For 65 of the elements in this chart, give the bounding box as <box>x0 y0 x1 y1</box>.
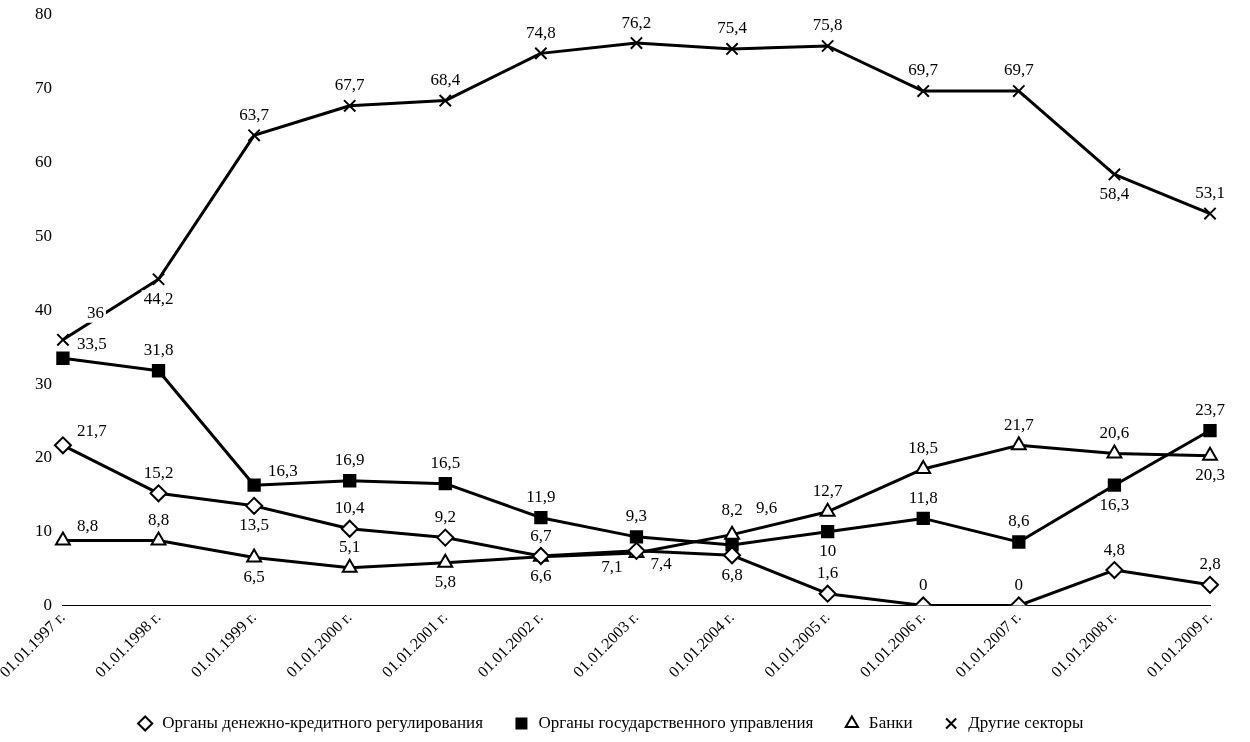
data-label: 53,1 <box>1195 183 1225 203</box>
data-label: 20,6 <box>1099 422 1130 442</box>
y-tick-label: 0 <box>43 594 52 614</box>
y-tick-label: 10 <box>34 521 52 541</box>
y-tick-label: 70 <box>34 78 52 98</box>
data-label: 5,8 <box>434 572 456 592</box>
data-label: 75,8 <box>812 15 843 35</box>
y-tick-label: 50 <box>34 225 52 245</box>
y-tick-label: 60 <box>34 152 52 172</box>
data-label: 69,7 <box>1003 60 1035 80</box>
data-label: 68,4 <box>430 70 461 90</box>
data-label: 23,7 <box>1195 400 1226 420</box>
data-label: 6,6 <box>530 566 552 586</box>
data-label: 69,7 <box>908 60 939 80</box>
data-label: 13,5 <box>239 515 269 535</box>
data-label: 16,9 <box>334 450 365 470</box>
y-tick-label: 20 <box>34 447 52 467</box>
y-tick-label: 30 <box>34 373 52 393</box>
data-label: 16,3 <box>268 460 298 480</box>
data-label: 8,6 <box>1008 511 1030 531</box>
data-label: 5,1 <box>339 537 361 557</box>
data-label: 9,3 <box>625 506 648 526</box>
data-label: 7,1 <box>601 556 623 576</box>
data-label: 16,3 <box>1099 494 1130 514</box>
data-label: 16,5 <box>430 453 461 473</box>
data-label: 8,8 <box>76 516 99 536</box>
data-label: 76,2 <box>621 12 652 32</box>
data-label: 8,2 <box>721 500 743 520</box>
data-label: 0 <box>918 574 928 594</box>
data-label: 8,8 <box>147 510 170 530</box>
data-label: 10,4 <box>334 498 366 518</box>
data-label: 2,8 <box>1199 554 1221 574</box>
data-label: 15,2 <box>143 462 174 482</box>
data-label: 74,8 <box>526 22 556 42</box>
data-label: 44,2 <box>143 288 174 308</box>
data-label: 33,5 <box>76 333 107 353</box>
data-label: 10 <box>819 541 837 561</box>
data-label: 9,2 <box>434 507 456 527</box>
data-label: 21,7 <box>1003 414 1035 434</box>
data-label: 18,5 <box>908 438 939 458</box>
data-label: 6,7 <box>530 525 552 545</box>
legend-label: Другие секторы <box>968 712 1084 732</box>
data-label: 6,8 <box>721 564 743 584</box>
legend-label: Органы денежно-кредитного регулирования <box>162 712 484 732</box>
legend-label: Банки <box>868 712 913 732</box>
data-label: 21,7 <box>76 420 108 440</box>
data-label: 63,7 <box>239 104 270 124</box>
data-label: 58,4 <box>1099 183 1130 203</box>
data-label: 75,4 <box>717 18 748 38</box>
data-label: 6,5 <box>243 566 265 586</box>
data-label: 9,6 <box>756 498 778 518</box>
y-tick-label: 40 <box>34 299 52 319</box>
legend-label: Органы государственного управления <box>538 712 814 732</box>
data-label: 20,3 <box>1195 465 1225 485</box>
data-label: 12,7 <box>812 481 844 501</box>
data-label: 0 <box>1014 574 1024 594</box>
data-label: 4,8 <box>1103 539 1126 559</box>
data-label: 11,8 <box>908 487 938 507</box>
data-label: 36 <box>86 303 104 323</box>
data-label: 1,6 <box>817 563 839 583</box>
y-tick-label: 80 <box>34 4 52 24</box>
data-label: 67,7 <box>334 75 366 95</box>
data-label: 31,8 <box>143 340 174 360</box>
data-label: 11,9 <box>526 487 556 507</box>
data-label: 7,4 <box>650 554 673 574</box>
